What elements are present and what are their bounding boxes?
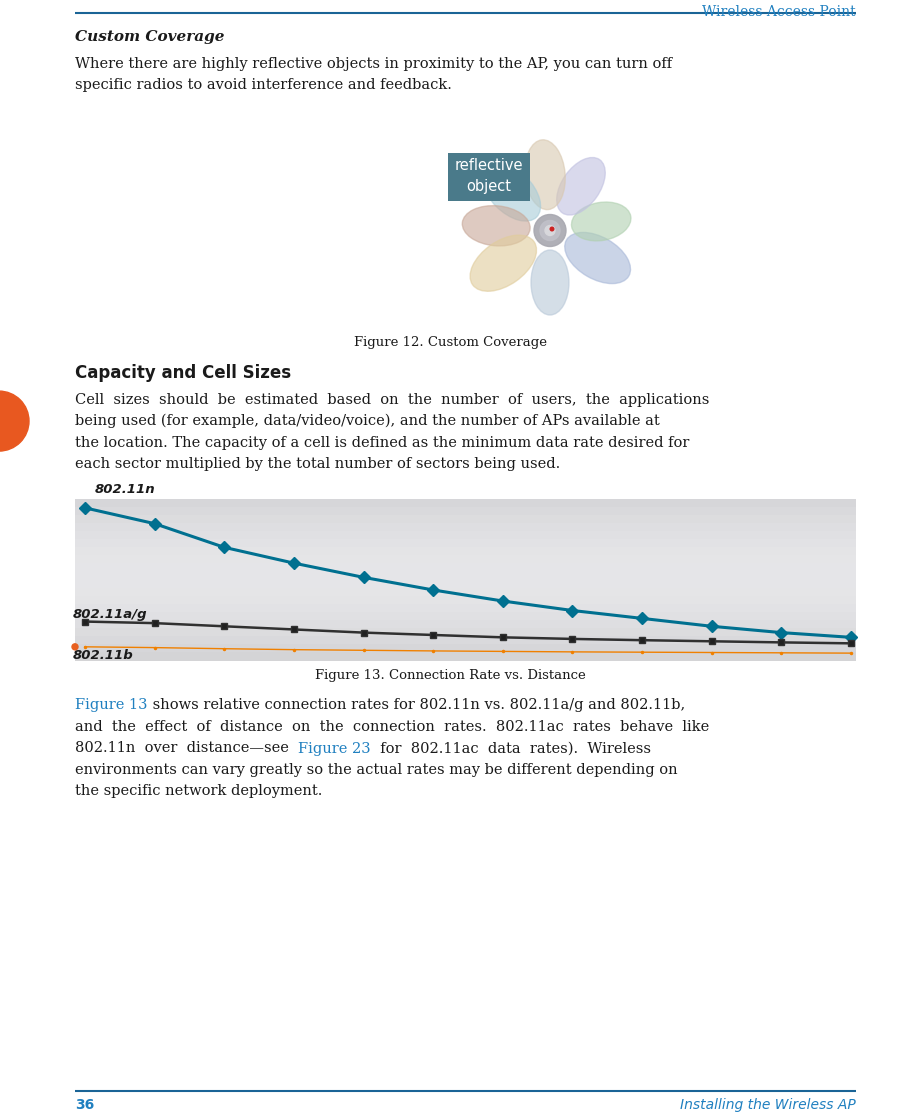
Text: environments can vary greatly so the actual rates may be different depending on: environments can vary greatly so the act… bbox=[75, 763, 678, 776]
FancyBboxPatch shape bbox=[75, 555, 856, 564]
Ellipse shape bbox=[470, 235, 536, 291]
Text: Figure 23: Figure 23 bbox=[298, 742, 370, 755]
FancyBboxPatch shape bbox=[75, 564, 856, 571]
Text: 802.11n  over  distance—see: 802.11n over distance—see bbox=[75, 742, 298, 755]
Text: each sector multiplied by the total number of sectors being used.: each sector multiplied by the total numb… bbox=[75, 457, 560, 471]
FancyBboxPatch shape bbox=[75, 547, 856, 555]
Text: Cell  sizes  should  be  estimated  based  on  the  number  of  users,  the  app: Cell sizes should be estimated based on … bbox=[75, 392, 709, 407]
Text: Custom Coverage: Custom Coverage bbox=[75, 30, 224, 43]
FancyBboxPatch shape bbox=[75, 636, 856, 644]
Text: Figure 13. Connection Rate vs. Distance: Figure 13. Connection Rate vs. Distance bbox=[315, 668, 586, 682]
Ellipse shape bbox=[531, 250, 569, 315]
Ellipse shape bbox=[525, 139, 565, 209]
Text: reflective
object: reflective object bbox=[455, 158, 523, 195]
Ellipse shape bbox=[571, 202, 631, 241]
Text: the specific network deployment.: the specific network deployment. bbox=[75, 784, 323, 799]
Text: Wireless Access Point: Wireless Access Point bbox=[703, 6, 856, 20]
FancyBboxPatch shape bbox=[75, 539, 856, 547]
FancyBboxPatch shape bbox=[75, 579, 856, 587]
Text: shows relative connection rates for 802.11n vs. 802.11a/g and 802.11b,: shows relative connection rates for 802.… bbox=[148, 698, 685, 713]
FancyBboxPatch shape bbox=[75, 507, 856, 515]
Text: 802.11b: 802.11b bbox=[73, 648, 133, 662]
Circle shape bbox=[545, 225, 555, 235]
FancyBboxPatch shape bbox=[75, 596, 856, 604]
Text: Where there are highly reflective objects in proximity to the AP, you can turn o: Where there are highly reflective object… bbox=[75, 57, 672, 71]
Text: being used (for example, data/video/voice), and the number of APs available at: being used (for example, data/video/voic… bbox=[75, 414, 660, 429]
FancyBboxPatch shape bbox=[75, 498, 856, 507]
FancyBboxPatch shape bbox=[75, 498, 856, 661]
Text: Capacity and Cell Sizes: Capacity and Cell Sizes bbox=[75, 363, 291, 381]
Circle shape bbox=[534, 215, 566, 246]
FancyBboxPatch shape bbox=[75, 531, 856, 539]
Text: 36: 36 bbox=[75, 1098, 95, 1112]
Circle shape bbox=[540, 221, 560, 241]
Text: for  802.11ac  data  rates).  Wireless: for 802.11ac data rates). Wireless bbox=[370, 742, 651, 755]
Ellipse shape bbox=[462, 206, 530, 246]
Ellipse shape bbox=[482, 163, 541, 221]
Circle shape bbox=[0, 391, 29, 451]
FancyBboxPatch shape bbox=[448, 153, 530, 201]
Text: the location. The capacity of a cell is defined as the minimum data rate desired: the location. The capacity of a cell is … bbox=[75, 436, 689, 450]
FancyBboxPatch shape bbox=[75, 620, 856, 628]
Circle shape bbox=[72, 644, 78, 649]
Ellipse shape bbox=[557, 157, 605, 215]
Circle shape bbox=[551, 227, 554, 231]
Text: Installing the Wireless AP: Installing the Wireless AP bbox=[680, 1098, 856, 1112]
Text: Figure 13: Figure 13 bbox=[75, 698, 148, 713]
Text: and  the  effect  of  distance  on  the  connection  rates.  802.11ac  rates  be: and the effect of distance on the connec… bbox=[75, 720, 709, 734]
FancyBboxPatch shape bbox=[75, 604, 856, 612]
FancyBboxPatch shape bbox=[75, 612, 856, 620]
Text: 802.11n: 802.11n bbox=[95, 482, 156, 496]
FancyBboxPatch shape bbox=[75, 522, 856, 531]
Text: 802.11a/g: 802.11a/g bbox=[73, 607, 148, 620]
Text: Figure 12. Custom Coverage: Figure 12. Custom Coverage bbox=[354, 335, 547, 349]
FancyBboxPatch shape bbox=[75, 653, 856, 661]
FancyBboxPatch shape bbox=[75, 515, 856, 522]
FancyBboxPatch shape bbox=[75, 587, 856, 596]
Text: specific radios to avoid interference and feedback.: specific radios to avoid interference an… bbox=[75, 78, 452, 92]
Ellipse shape bbox=[565, 233, 631, 284]
FancyBboxPatch shape bbox=[75, 628, 856, 636]
FancyBboxPatch shape bbox=[75, 644, 856, 653]
FancyBboxPatch shape bbox=[75, 571, 856, 579]
